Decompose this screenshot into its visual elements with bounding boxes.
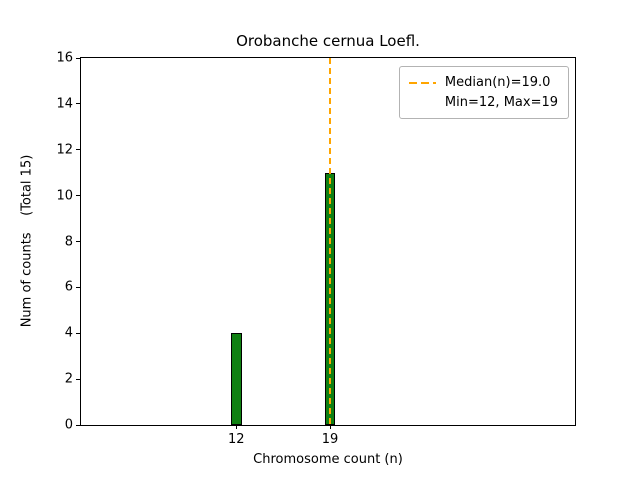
legend-entry-median: Median(n)=19.0 bbox=[408, 73, 558, 93]
y-tick-mark bbox=[76, 286, 80, 288]
x-tick-mark bbox=[235, 425, 237, 429]
y-tick-mark bbox=[76, 149, 80, 151]
x-tick-label: 12 bbox=[228, 432, 245, 447]
x-tick-mark bbox=[329, 425, 331, 429]
y-tick-label: 10 bbox=[56, 188, 73, 204]
y-tick-label: 16 bbox=[56, 50, 73, 66]
legend-label-median: Median(n)=19.0 bbox=[444, 75, 551, 90]
y-tick-mark bbox=[76, 332, 80, 334]
legend-entry-minmax: Min=12, Max=19 bbox=[409, 93, 558, 113]
y-tick-label: 4 bbox=[64, 325, 73, 341]
plot-area: Median(n)=19.0 Min=12, Max=19 0 2 4 6 8 10 12 1… bbox=[56, 51, 576, 447]
y-tick-label: 14 bbox=[56, 96, 73, 112]
legend-label-minmax: Min=12, Max=19 bbox=[444, 94, 558, 110]
x-tick-label: 19 bbox=[321, 432, 339, 447]
y-tick-mark bbox=[76, 378, 80, 380]
y-tick-mark bbox=[76, 57, 80, 59]
y-tick-label: 6 bbox=[64, 279, 73, 295]
y-tick-mark bbox=[76, 103, 80, 105]
y-tick-mark bbox=[76, 424, 80, 426]
median-line bbox=[329, 58, 331, 425]
bar-n-12 bbox=[230, 333, 242, 425]
y-tick-label: 0 bbox=[64, 417, 73, 433]
y-tick-label: 8 bbox=[64, 234, 73, 249]
median-dashed-line-icon bbox=[408, 81, 436, 84]
y-tick-label: 2 bbox=[64, 371, 73, 387]
y-tick-mark bbox=[76, 195, 80, 197]
legend: Median(n)=19.0 Min=12, Max=19 bbox=[398, 66, 569, 119]
x-axis-label: Chromosome count (n) bbox=[253, 452, 403, 467]
y-axis-label: Num of counts (Total 15) bbox=[19, 154, 35, 328]
y-tick-mark bbox=[76, 241, 80, 242]
y-tick-label: 12 bbox=[56, 142, 73, 158]
chart-title: Orobanche cernua Loefl. bbox=[236, 32, 420, 50]
